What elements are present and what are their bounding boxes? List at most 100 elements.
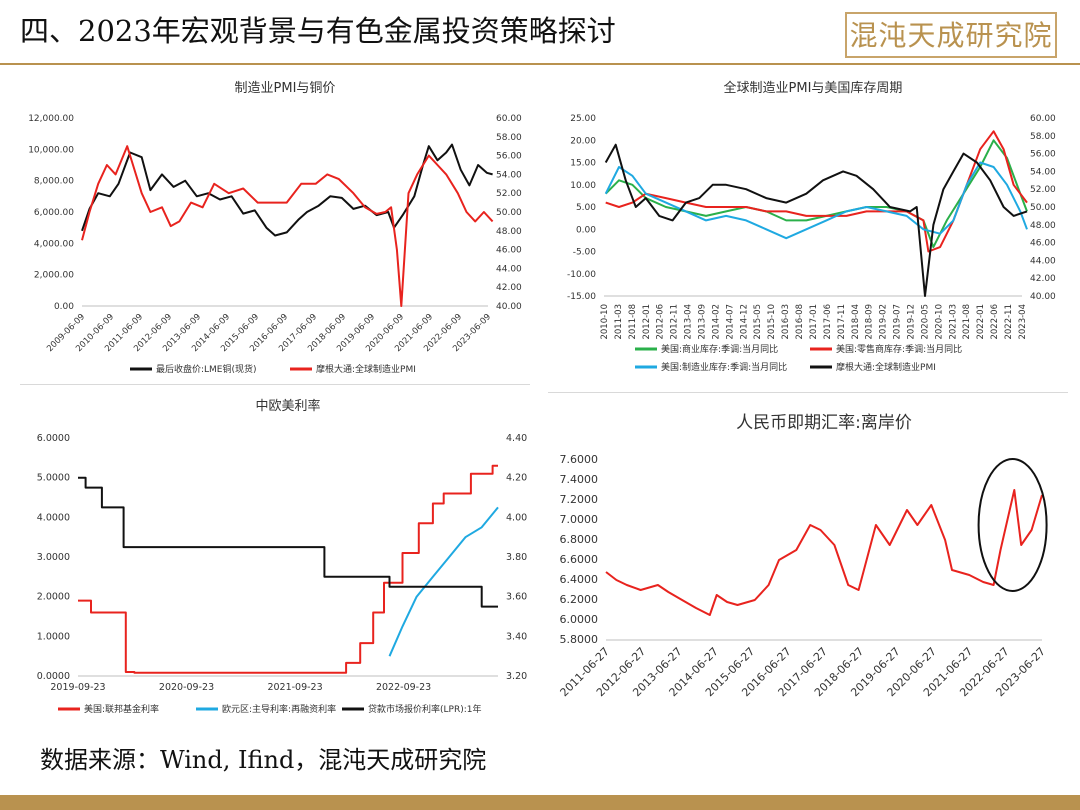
y-left-tick-label: 0.0000: [37, 671, 70, 682]
series-line-2: [604, 161, 1028, 240]
legend-label: 美国:零售商库存:季调:当月同比: [836, 343, 962, 355]
y-left-tick-label: 15.00: [570, 159, 596, 169]
series-line-0: [81, 143, 493, 237]
y-left-tick-label: 6.0000: [37, 433, 70, 444]
y-right-tick-label: 60.00: [1030, 114, 1056, 124]
y-left-tick-label: 7.2000: [560, 493, 599, 506]
y-right-tick-label: 48.00: [1030, 221, 1056, 231]
y-right-tick-label: 56.00: [496, 152, 522, 162]
chart-pmi-inventory: 全球制造业PMI与美国库存周期 -15.00 -10.00 -5.00 0.00 5.00…: [567, 80, 1056, 373]
page-title: 四、2023年宏观背景与有色金属投资策略探讨: [20, 14, 616, 48]
y-left-tick-label: 5.00: [576, 203, 596, 213]
x-tick-label: 2022-01: [976, 304, 986, 340]
y-right-tick-label: 4.20: [506, 473, 527, 484]
y-left-tick-label: 6.6000: [560, 553, 599, 566]
x-tick-label: 2019-07: [893, 304, 903, 340]
y-left-tick-label: 6.2000: [560, 593, 599, 606]
series-line-0: [605, 489, 1043, 616]
y-right-tick-label: 46.00: [1030, 239, 1056, 249]
y-left-tick-label: 6,000.00: [34, 208, 74, 218]
y-left-tick-label: 25.00: [570, 114, 596, 124]
y-right-tick-label: 52.00: [1030, 185, 1056, 195]
y-left-tick-label: 6.8000: [560, 533, 599, 546]
y-right-tick-label: 50.00: [1030, 203, 1056, 213]
y-left-tick-label: 5.8000: [560, 633, 599, 646]
x-tick-label: 2014-07: [725, 304, 735, 340]
x-tick-label: 2014-12: [739, 304, 749, 340]
y-left-tick-label: 3.0000: [37, 552, 70, 563]
y-left-tick-label: 8,000.00: [34, 177, 74, 187]
series-line-2: [78, 476, 498, 608]
y-left-tick-label: 5.0000: [37, 473, 70, 484]
y-right-tick-label: 3.80: [506, 552, 527, 563]
x-tick-label: 2010-10: [600, 304, 610, 340]
chart-cny-rate: 人民币即期汇率:离岸价 5.8000 6.0000 6.2000 6.4000 6.600…: [558, 413, 1048, 699]
y-left-tick-label: 7.0000: [560, 513, 599, 526]
y-left-tick-label: 0.00: [576, 225, 596, 235]
x-tick-label: 2020-09-23: [159, 682, 214, 693]
y-left-tick-label: 10.00: [570, 181, 596, 191]
y-right-tick-label: 44.00: [1030, 256, 1056, 266]
x-tick-label: 2012-11: [670, 304, 680, 340]
x-tick-label: 2013-04: [684, 304, 694, 340]
x-tick-label: 2017-01: [809, 304, 819, 340]
x-tick-label: 2016-08: [795, 304, 805, 340]
brand-logo: 混沌天成研究院: [845, 12, 1057, 58]
y-right-tick-label: 48.00: [496, 227, 522, 237]
legend-label: 贷款市场报价利率(LPR):1年: [368, 703, 481, 715]
x-tick-label: 2023-04: [1018, 304, 1028, 340]
x-tick-label: 2021-09-23: [267, 682, 322, 693]
chart-title: 全球制造业PMI与美国库存周期: [724, 80, 903, 96]
panel-divider-right: [548, 392, 1068, 393]
x-tick-label: 2019-12: [907, 304, 917, 340]
y-left-tick-label: 2,000.00: [34, 271, 74, 281]
legend-label: 美国:联邦基金利率: [84, 703, 159, 715]
y-left-tick-label: 20.00: [570, 136, 596, 146]
series-line-1: [81, 145, 494, 307]
y-right-tick-label: 54.00: [1030, 167, 1056, 177]
x-tick-label: 2015-05: [753, 304, 763, 340]
y-left-tick-label: 0.00: [54, 302, 74, 312]
x-tick-label: 2017-06: [823, 304, 833, 340]
y-left-tick-label: 4.0000: [37, 512, 70, 523]
panel-divider-left: [20, 384, 530, 385]
y-left-tick-label: 7.6000: [560, 453, 599, 466]
data-source-note: 数据来源：Wind, Ifind，混沌天成研究院: [40, 746, 487, 774]
y-right-tick-label: 42.00: [1030, 274, 1056, 284]
x-tick-label: 2022-11: [1004, 304, 1014, 340]
x-tick-label: 2011-08: [628, 304, 638, 340]
chart-pmi-copper: 制造业PMI与铜价 0.00 2,000.00 4,000.00 6,000.00 8,0…: [28, 81, 522, 375]
legend-label: 摩根大通:全球制造业PMI: [316, 363, 416, 375]
y-left-tick-label: 10,000.00: [28, 145, 74, 155]
legend-label: 最后收盘价:LME铜(现货): [156, 363, 257, 375]
chart-title: 中欧美利率: [255, 398, 320, 414]
x-tick-label: 2022-06: [990, 304, 1000, 340]
y-right-tick-label: 44.00: [496, 264, 522, 274]
legend-label: 美国:制造业库存:季调:当月同比: [661, 361, 787, 373]
x-tick-label: 2011-03: [614, 304, 624, 340]
x-tick-label: 2019-09-23: [50, 682, 105, 693]
x-tick-label: 2018-09: [865, 304, 875, 340]
y-right-tick-label: 52.00: [496, 189, 522, 199]
x-tick-label: 2015-10: [767, 304, 777, 340]
y-right-tick-label: 50.00: [496, 208, 522, 218]
x-tick-label: 2020-05: [920, 304, 930, 340]
y-right-tick-label: 58.00: [1030, 132, 1056, 142]
footer-bar: [0, 795, 1080, 810]
y-right-tick-label: 56.00: [1030, 150, 1056, 160]
y-right-tick-label: 40.00: [496, 302, 522, 312]
x-tick-label: 2021-08: [962, 304, 972, 340]
series-line-0: [78, 464, 498, 674]
y-right-tick-label: 58.00: [496, 133, 522, 143]
x-tick-label: 2021-03: [948, 304, 958, 340]
y-left-tick-label: -15.00: [567, 292, 596, 302]
y-right-tick-label: 46.00: [496, 246, 522, 256]
x-tick-label: 2018-04: [851, 304, 861, 340]
y-left-tick-label: -5.00: [573, 248, 597, 258]
y-right-tick-label: 3.60: [506, 592, 527, 603]
chart-title: 人民币即期汇率:离岸价: [736, 413, 912, 433]
x-tick-label: 2013-09: [698, 304, 708, 340]
x-tick-label: 2019-02: [879, 304, 889, 340]
highlight-ellipse: [977, 458, 1048, 592]
y-left-tick-label: 1.0000: [37, 631, 70, 642]
